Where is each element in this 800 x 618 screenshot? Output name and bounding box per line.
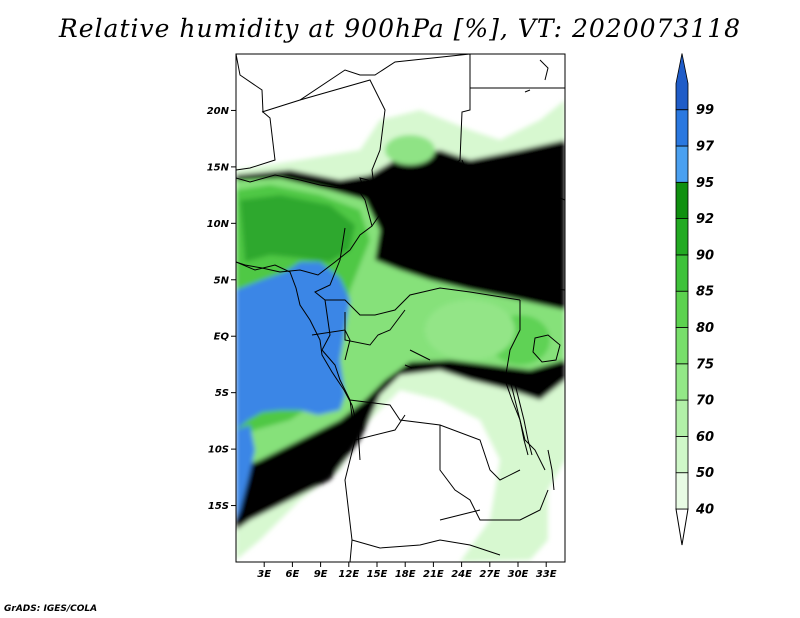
colorbar-label: 70 (696, 394, 714, 409)
lon-tick-label: 33E (536, 569, 557, 580)
colorbar-segment (675, 363, 689, 401)
rh-area-dark (240, 195, 355, 262)
border-chad-car (383, 194, 565, 291)
colorbar-label: 60 (696, 430, 714, 445)
colorbar-segment (675, 181, 689, 220)
lat-tick-label: 5S (215, 388, 229, 399)
colorbar-label: 50 (696, 466, 714, 481)
map-title: Relative humidity at 900hPa [%], VT: 202… (58, 14, 742, 43)
lake-tanganyika (509, 379, 533, 456)
lake-victoria (532, 334, 561, 363)
colorbar-label: 80 (696, 321, 714, 336)
colorbar-label: 95 (696, 176, 714, 191)
river-congo (404, 349, 431, 369)
border-drc-east (504, 300, 546, 471)
lon-tick-label: 6E (286, 569, 300, 580)
lat-tick-label: 10N (207, 219, 230, 230)
colorbar-label: 97 (696, 140, 715, 155)
country-borders (236, 54, 565, 562)
border-nigeria (236, 174, 373, 276)
lon-tick-label: 18E (395, 569, 416, 580)
border-west-coast (236, 261, 361, 461)
colorbar-segment (675, 254, 689, 292)
lon-tick-label: 30E (508, 569, 529, 580)
colorbar-label: 40 (695, 503, 714, 518)
lon-tick-label: 3E (257, 569, 271, 580)
lon-tick-label: 27E (479, 569, 500, 580)
border-niger-chad (299, 79, 386, 227)
lat-tick-label: 15S (208, 501, 229, 512)
rh-area-blue-south (236, 425, 255, 520)
colorbar-segment (675, 109, 689, 147)
border-north (236, 54, 276, 171)
longitude-ticks: 3E 6E 9E 12E 15E 18E 21E 24E 27E 30E 33E (257, 562, 557, 580)
border-congo (321, 299, 521, 481)
rh-area-blue (236, 262, 350, 430)
lake-malawi (547, 449, 555, 491)
colorbar-segment (675, 218, 689, 256)
border-angola (344, 399, 501, 562)
colorbar-label: 85 (696, 285, 714, 300)
humidity-field (236, 54, 565, 562)
grads-credit: GrADS: IGES/COLA (4, 604, 98, 614)
map-frame (235, 53, 566, 563)
border-sudan (461, 87, 565, 201)
rh-patch-center (425, 300, 515, 360)
border-cameroon (314, 227, 521, 316)
colorbar-segment (675, 327, 689, 365)
border-zambia (439, 425, 549, 521)
coast-east (524, 59, 549, 93)
rh-patch-north (385, 135, 435, 165)
colorbar-label: 99 (696, 103, 714, 118)
lat-tick-label: 15N (207, 162, 230, 173)
lon-tick-label: 21E (423, 569, 444, 580)
colorbar-lower-arrow (675, 508, 689, 546)
colorbar-segment (675, 145, 689, 183)
lon-tick-label: 15E (367, 569, 388, 580)
lon-tick-label: 24E (451, 569, 472, 580)
lon-tick-label: 12E (338, 569, 359, 580)
colorbar-segment (675, 290, 689, 328)
lake-chad (359, 177, 373, 193)
border-gabon (311, 309, 406, 361)
colorbar-segment (675, 399, 689, 437)
lat-tick-label: 5N (214, 275, 230, 286)
latitude-ticks: 20N 15N 10N 5N EQ 5S 10S 15S (207, 106, 236, 512)
colorbar-segment (675, 435, 689, 474)
lon-tick-label: 9E (314, 569, 328, 580)
colorbar-label: 75 (696, 357, 714, 372)
colorbar-upper-arrow (675, 53, 689, 111)
colorbar-label: 90 (696, 248, 714, 263)
lat-tick-label: 20N (207, 106, 230, 117)
colorbar-label: 92 (696, 212, 714, 227)
colorbar-segment (675, 472, 689, 510)
colorbar: 40 50 60 70 75 80 85 90 92 95 97 99 (675, 53, 715, 546)
lat-tick-label: EQ (214, 332, 230, 343)
lat-tick-label: 10S (208, 445, 229, 456)
